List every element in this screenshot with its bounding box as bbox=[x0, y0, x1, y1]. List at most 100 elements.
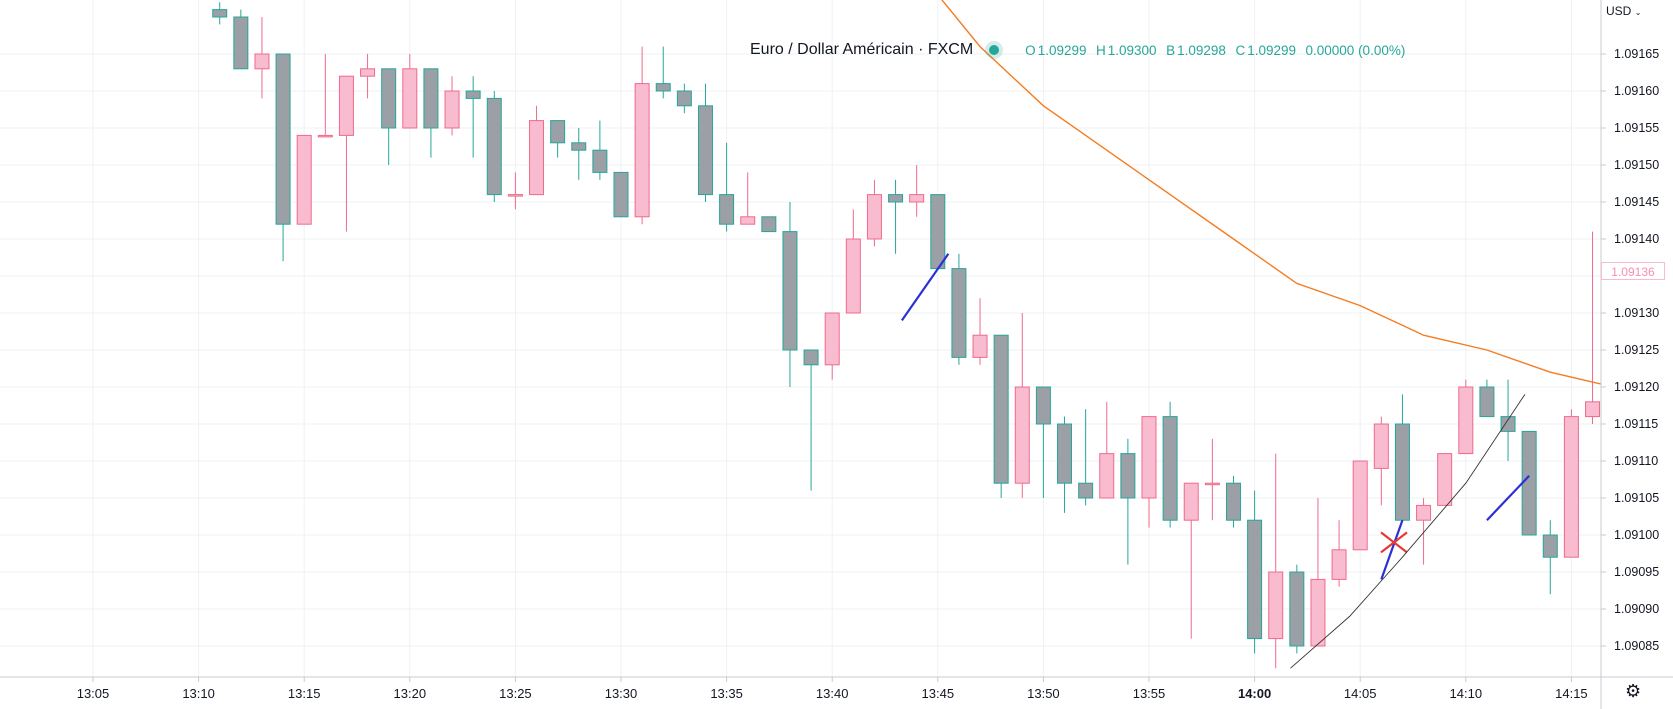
candle-body bbox=[381, 68, 397, 129]
high-value: 1.09300 bbox=[1107, 42, 1157, 58]
candle-body bbox=[972, 334, 988, 358]
candle-body bbox=[1078, 482, 1094, 499]
moving-average-series bbox=[941, 0, 1614, 388]
candle-body bbox=[824, 312, 840, 366]
candle-body bbox=[486, 97, 502, 196]
time-tick-label: 14:10 bbox=[1450, 686, 1483, 701]
price-tick-label: 1.09140 bbox=[1614, 232, 1659, 246]
market-status-dot-icon[interactable] bbox=[989, 45, 1000, 55]
price-tick-label: 1.09095 bbox=[1614, 565, 1659, 579]
candle-body bbox=[1014, 386, 1030, 484]
grid-lines bbox=[0, 0, 1601, 677]
candle-body bbox=[571, 142, 587, 151]
time-tick-label: 13:30 bbox=[605, 686, 638, 701]
candle-body bbox=[740, 216, 756, 225]
candle-body bbox=[845, 238, 861, 314]
candle-body bbox=[1373, 423, 1389, 469]
low-value: 1.09298 bbox=[1177, 42, 1226, 58]
candle-body bbox=[993, 334, 1009, 484]
candle-body bbox=[1416, 504, 1432, 521]
gear-icon[interactable]: ⚙ bbox=[1625, 681, 1642, 701]
price-tick-label: 1.09110 bbox=[1614, 454, 1658, 468]
candle-body bbox=[465, 90, 481, 99]
ohlc-values: O 1.09299 H 1.09300 B 1.09298 C 1.09299 0.00… bbox=[1025, 43, 1407, 58]
time-tick-label: 13:35 bbox=[710, 686, 743, 701]
trend-line-drawing bbox=[900, 253, 950, 322]
candle-body bbox=[444, 90, 460, 129]
candle-body bbox=[761, 216, 777, 233]
candle-body bbox=[1310, 578, 1326, 647]
candle-body bbox=[1120, 453, 1136, 499]
time-tick-label: 13:40 bbox=[816, 686, 849, 701]
time-tick-label: 13:55 bbox=[1133, 686, 1166, 701]
candle-body bbox=[338, 75, 354, 136]
candle-body bbox=[1099, 453, 1115, 499]
candle-body bbox=[254, 53, 270, 70]
time-tick-label: 14:15 bbox=[1555, 686, 1588, 701]
candle-body bbox=[212, 9, 228, 18]
candle-body bbox=[1585, 401, 1601, 418]
close-label: C bbox=[1235, 42, 1246, 58]
price-tick-label: 1.09100 bbox=[1614, 528, 1659, 542]
candle-body bbox=[866, 194, 882, 240]
time-axis-labels[interactable]: 13:05 13:10 13:15 13:20 13:25 13:30 13:35 13:40… bbox=[77, 677, 1588, 701]
candle-body bbox=[676, 90, 692, 107]
price-tick-label: 1.09130 bbox=[1614, 306, 1659, 320]
cross-marker-stroke bbox=[1380, 531, 1408, 554]
candle-body bbox=[803, 349, 819, 366]
price-tick-label: 1.09105 bbox=[1614, 491, 1659, 505]
candle-body bbox=[1225, 482, 1241, 521]
time-tick-label: 13:15 bbox=[288, 686, 321, 701]
candle-body bbox=[1204, 482, 1220, 486]
currency-label: USD bbox=[1606, 4, 1632, 18]
candle-body bbox=[697, 105, 713, 196]
candle-body bbox=[1563, 416, 1579, 558]
candle-body bbox=[1035, 386, 1051, 425]
user-drawings[interactable] bbox=[900, 253, 1530, 669]
candle-body bbox=[317, 134, 333, 138]
candle-body bbox=[1521, 430, 1537, 536]
price-scale[interactable] bbox=[1601, 0, 1673, 677]
open-label: O bbox=[1025, 42, 1036, 58]
candle-body bbox=[655, 83, 671, 92]
candle-body bbox=[1057, 423, 1073, 484]
candle-body bbox=[1437, 453, 1453, 506]
candle-body bbox=[634, 83, 650, 218]
symbol-title[interactable]: Euro / Dollar Américain · FXCM bbox=[750, 41, 974, 58]
trend-line-drawing bbox=[1380, 519, 1404, 580]
candle-body bbox=[1458, 386, 1474, 455]
candle-body bbox=[888, 194, 904, 203]
candle-body bbox=[1500, 416, 1516, 432]
candle-body bbox=[296, 134, 312, 225]
close-value: 1.09299 bbox=[1247, 42, 1296, 58]
current-price-tag: 1.09136 bbox=[1601, 262, 1665, 280]
change-value: 0.00000 (0.00%) bbox=[1305, 42, 1406, 58]
price-tick-label: 1.09160 bbox=[1614, 84, 1659, 98]
candle-body bbox=[613, 171, 629, 218]
symbol-legend: Euro / Dollar Américain · FXCM O 1.09299 … bbox=[750, 38, 1407, 62]
open-value: 1.09299 bbox=[1037, 42, 1087, 58]
trend-line-drawing bbox=[1486, 475, 1530, 521]
candle-body bbox=[1394, 423, 1410, 521]
moving-average-line bbox=[941, 0, 1614, 388]
candle-body bbox=[507, 194, 523, 197]
candle-body bbox=[719, 194, 735, 225]
time-tick-label: 13:50 bbox=[1027, 686, 1060, 701]
candle-body bbox=[360, 68, 376, 77]
candles bbox=[212, 2, 1601, 669]
candle-body bbox=[1141, 416, 1157, 499]
high-label: H bbox=[1096, 42, 1106, 58]
currency-dropdown[interactable]: USD ⌄ bbox=[1606, 4, 1641, 18]
chevron-down-icon: ⌄ bbox=[1634, 8, 1642, 17]
candle-body bbox=[233, 16, 249, 70]
candle-body bbox=[402, 68, 418, 129]
price-tick-label: 1.09115 bbox=[1614, 417, 1658, 431]
candle-body bbox=[275, 53, 291, 225]
candle-body bbox=[529, 120, 545, 196]
candle-body bbox=[1268, 571, 1284, 640]
candle-body bbox=[782, 231, 798, 351]
candle-body bbox=[550, 120, 566, 144]
price-tick-label: 1.09125 bbox=[1614, 343, 1659, 357]
candle-body bbox=[423, 68, 439, 129]
